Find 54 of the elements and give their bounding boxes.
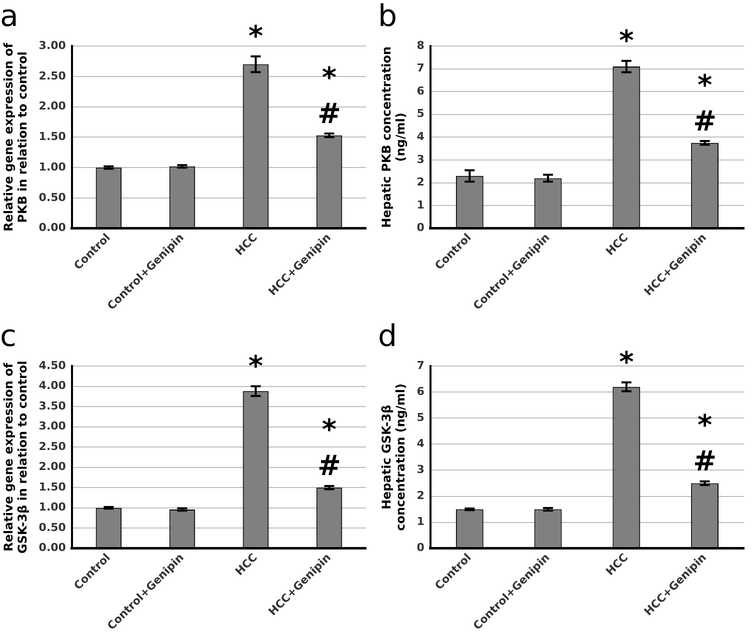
y-tick-label: 3.00	[38, 38, 66, 52]
y-tick-label: 6	[416, 384, 425, 398]
y-tick-label: 1.00	[38, 160, 66, 174]
y-tick-label: 0.50	[38, 190, 66, 204]
chart-title: d	[378, 318, 398, 354]
y-tick-label: 8	[416, 38, 424, 52]
y-tick-label: 1	[416, 515, 424, 528]
y-tick-label: 0	[416, 541, 425, 554]
chart-title: a	[0, 0, 18, 34]
annotation: #	[693, 444, 717, 478]
annotation: *	[248, 350, 264, 383]
y-tick-label: 1.50	[38, 130, 66, 144]
y-tick-label: 7	[416, 358, 424, 372]
y-tick-label: 4	[416, 437, 425, 450]
y-tick-label: 4.00	[38, 379, 66, 392]
y-tick-label: 0.00	[38, 221, 66, 234]
y-axis-title: Relative gene expression of PKB in relation to control	[1, 42, 30, 232]
annotation: #	[318, 449, 341, 482]
annotation: *	[248, 20, 264, 53]
annotation: *	[322, 60, 337, 94]
y-tick-label: 1.50	[38, 480, 66, 494]
y-tick-label: 0.50	[38, 520, 66, 534]
y-tick-label: 2.00	[38, 460, 66, 474]
y-tick-label: 2.50	[38, 69, 66, 82]
y-tick-label: 3.00	[38, 420, 66, 433]
y-axis-title: Hepatic GSK-3β concentration (ng/ml)	[379, 383, 408, 531]
y-tick-label: 3.50	[38, 399, 66, 412]
y-tick-label: 4	[416, 130, 425, 144]
annotation: #	[693, 104, 717, 138]
y-axis-title: Hepatic PKB concentration (ng/ml)	[379, 46, 408, 228]
y-tick-label: 1.00	[38, 500, 66, 514]
y-tick-label: 2	[416, 489, 424, 502]
y-tick-label: 7	[416, 62, 424, 75]
y-tick-label: 2.00	[38, 100, 66, 113]
y-tick-label: 4.50	[38, 358, 66, 372]
y-tick-label: 6	[416, 84, 425, 98]
y-tick-label: 1	[416, 198, 424, 212]
annotation: *	[619, 346, 634, 379]
annotation: *	[619, 24, 634, 58]
y-tick-label: 0	[416, 221, 425, 234]
y-tick-label: 2	[416, 176, 424, 189]
y-tick-label: 0.00	[38, 541, 66, 554]
chart-title: c	[0, 318, 16, 354]
y-tick-label: 5	[416, 107, 424, 120]
annotation: *	[322, 413, 337, 446]
annotation: *	[697, 408, 712, 442]
y-tick-label: 3	[416, 152, 424, 166]
y-tick-label: 5	[416, 410, 424, 424]
y-axis-title: Relative gene expression of GSK-3β in relation to control	[1, 360, 30, 554]
y-tick-label: 3	[416, 463, 424, 476]
chart-title: b	[378, 0, 398, 34]
y-tick-label: 2.50	[38, 440, 66, 453]
annotation: *	[697, 68, 712, 102]
annotation: #	[318, 96, 341, 130]
